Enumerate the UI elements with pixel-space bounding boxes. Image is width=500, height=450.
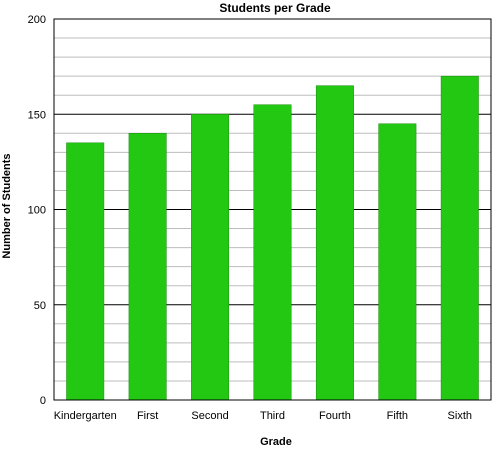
bar-sixth xyxy=(440,75,479,401)
y-tick-label: 200 xyxy=(28,14,46,26)
x-tick-label: Third xyxy=(260,410,285,422)
x-tick-label: Sixth xyxy=(448,410,472,422)
bars xyxy=(66,75,479,401)
bar-third xyxy=(253,104,292,401)
bar-fifth xyxy=(378,123,417,401)
bar-first xyxy=(128,133,167,401)
y-tick-label: 150 xyxy=(28,109,46,121)
y-tick-label: 100 xyxy=(28,205,46,217)
x-axis-label: Grade xyxy=(260,436,292,448)
bar-fourth xyxy=(315,85,354,401)
x-tick-label: Second xyxy=(191,410,228,422)
x-tick-label: Fourth xyxy=(319,410,351,422)
y-tick-label: 50 xyxy=(34,300,46,312)
x-tick-label: First xyxy=(137,410,158,422)
bar-second xyxy=(191,114,230,401)
x-tick-label: Kindergarten xyxy=(54,410,117,422)
chart-title: Students per Grade xyxy=(219,1,331,15)
plot-frame xyxy=(53,18,492,401)
bar-kindergarten xyxy=(66,142,105,401)
y-axis-label: Number of Students xyxy=(1,153,13,258)
x-tick-label: Fifth xyxy=(387,410,408,422)
x-tick-labels: Kindergarten First Second Third Fourth Fifth S… xyxy=(54,410,472,422)
y-tick-label: 0 xyxy=(40,395,46,407)
y-tick-labels: 0 50 100 150 200 xyxy=(28,14,46,407)
